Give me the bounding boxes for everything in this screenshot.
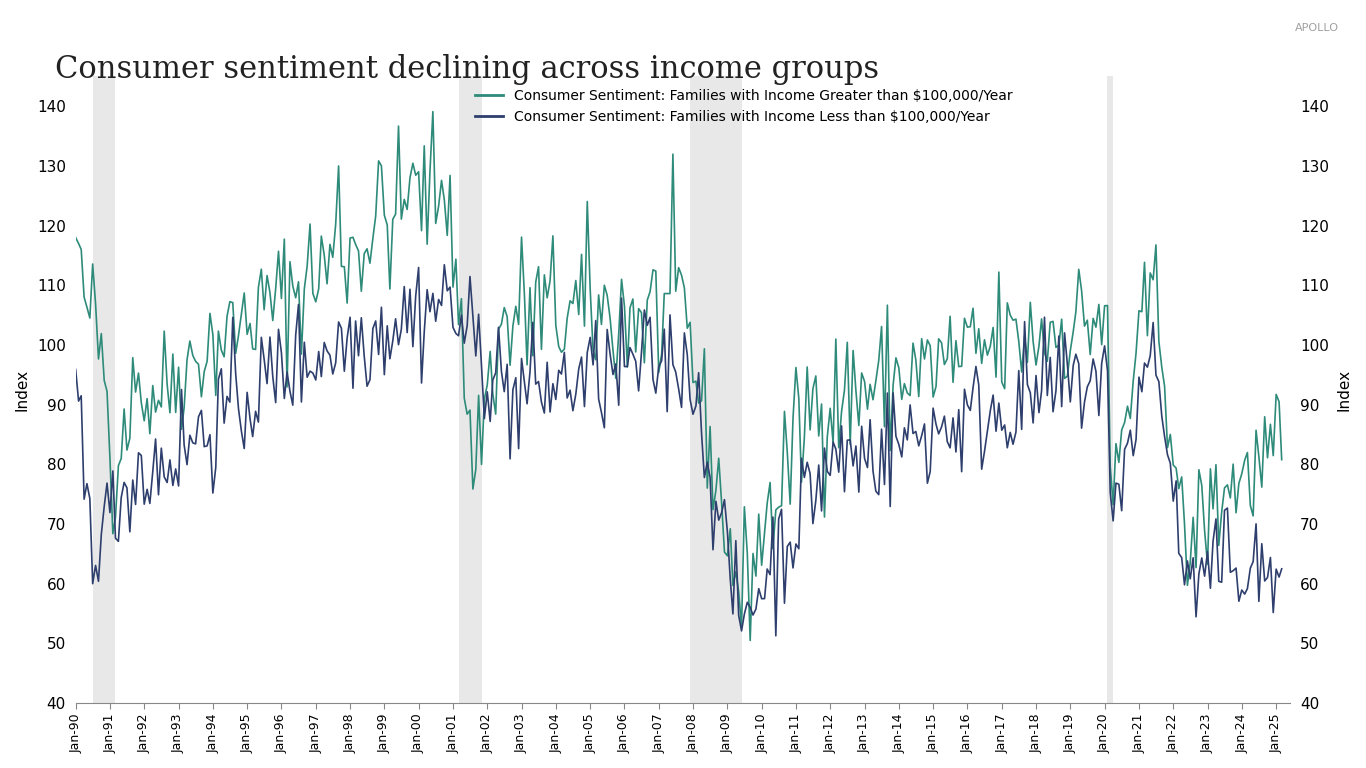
Bar (1108, 77, 1113, 703)
Bar (93, 77, 116, 703)
Legend: Consumer Sentiment: Families with Income Greater than $100,000/Year, Consumer Se: Consumer Sentiment: Families with Income… (470, 84, 1018, 130)
Bar (459, 77, 482, 703)
Y-axis label: Index: Index (15, 369, 30, 411)
Y-axis label: Index: Index (1336, 369, 1351, 411)
Bar (690, 77, 742, 703)
Text: Consumer sentiment declining across income groups: Consumer sentiment declining across inco… (55, 54, 878, 84)
Text: APOLLO: APOLLO (1295, 23, 1339, 33)
